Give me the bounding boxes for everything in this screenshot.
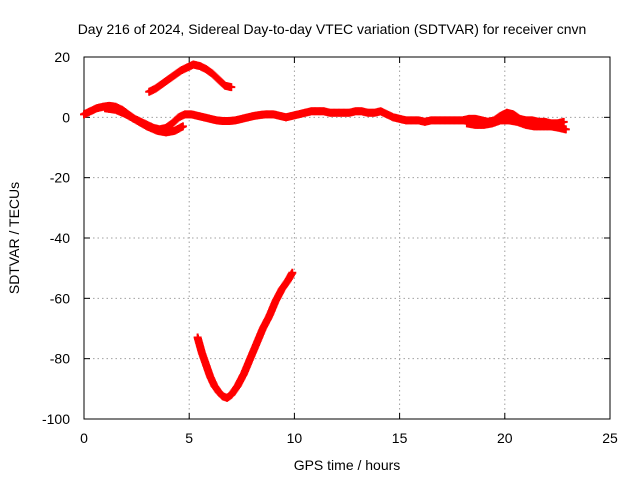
series-positive-arc <box>145 60 236 96</box>
chart-title: Day 216 of 2024, Sidereal Day-to-day VTE… <box>78 21 587 37</box>
y-tick-label: 0 <box>62 109 70 125</box>
data-marks <box>80 60 570 402</box>
x-tick-label: 10 <box>287 430 303 446</box>
x-axis-label: GPS time / hours <box>294 457 401 473</box>
y-axis: -100 -80 -60 -40 -20 0 20 <box>42 49 610 427</box>
series-late-lower-branch <box>462 116 570 134</box>
trace-marker <box>287 269 296 278</box>
y-tick-label: 20 <box>54 49 70 65</box>
x-tick-label: 20 <box>497 430 513 446</box>
trace-marker <box>226 82 235 91</box>
y-tick-label: -60 <box>50 290 70 306</box>
series-dip-branch <box>101 104 187 137</box>
trace-marker <box>177 123 186 132</box>
grid <box>84 57 610 419</box>
x-tick-label: 5 <box>185 430 193 446</box>
y-tick-label: -20 <box>50 170 70 186</box>
x-tick-label: 15 <box>392 430 408 446</box>
x-tick-label: 0 <box>80 430 88 446</box>
x-axis: 0 5 10 15 20 25 <box>80 57 618 446</box>
y-axis-label: SDTVAR / TECUs <box>6 182 22 294</box>
trace-marker <box>560 125 569 134</box>
y-tick-label: -40 <box>50 230 70 246</box>
x-tick-label: 25 <box>602 430 618 446</box>
series-negative-v <box>193 268 297 402</box>
y-tick-label: -100 <box>42 411 70 427</box>
y-tick-label: -80 <box>50 351 70 367</box>
